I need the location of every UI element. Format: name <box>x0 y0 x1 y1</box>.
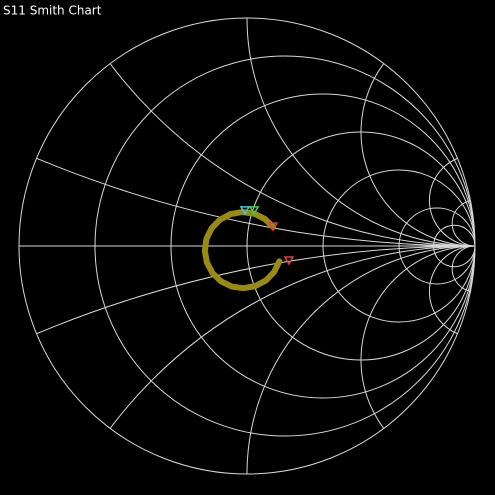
resistance-circle <box>94 55 475 437</box>
resistance-circle <box>433 224 475 268</box>
marker <box>283 256 295 266</box>
resistance-circle <box>322 169 475 323</box>
resistance-circle <box>170 93 475 399</box>
marker <box>239 206 251 216</box>
marker <box>267 222 279 232</box>
chart-title: S11 Smith Chart <box>3 4 102 18</box>
marker <box>248 206 260 216</box>
reactance-arc <box>451 245 475 293</box>
reactance-arc <box>360 245 475 474</box>
plot <box>201 206 295 292</box>
reactance-arc <box>451 199 475 247</box>
resistance-circle <box>398 207 475 285</box>
reactance-arc <box>360 18 475 247</box>
outer-circle <box>18 17 476 475</box>
